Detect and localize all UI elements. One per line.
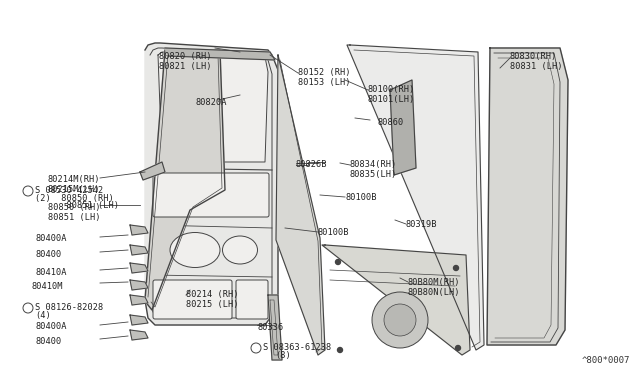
Polygon shape <box>158 52 268 162</box>
Circle shape <box>384 304 416 336</box>
Ellipse shape <box>170 232 220 267</box>
Polygon shape <box>347 45 484 350</box>
Text: 80400: 80400 <box>36 250 62 259</box>
Circle shape <box>335 260 340 264</box>
Text: 80100B: 80100B <box>318 228 349 237</box>
Polygon shape <box>390 80 416 175</box>
Text: 80100B: 80100B <box>345 193 376 202</box>
Text: 80820 (RH)
80821 (LH): 80820 (RH) 80821 (LH) <box>159 52 211 71</box>
Text: S 08126-82028: S 08126-82028 <box>35 303 103 312</box>
FancyBboxPatch shape <box>153 280 232 319</box>
Text: 80820A: 80820A <box>196 98 227 107</box>
FancyBboxPatch shape <box>236 280 268 319</box>
FancyBboxPatch shape <box>153 173 269 217</box>
Text: ^800*0007: ^800*0007 <box>582 356 630 365</box>
Polygon shape <box>130 330 148 340</box>
Text: 80319B: 80319B <box>406 220 438 229</box>
Text: 80410A: 80410A <box>36 268 67 277</box>
Text: (4): (4) <box>35 311 51 320</box>
Polygon shape <box>487 48 568 345</box>
Circle shape <box>454 266 458 270</box>
Text: 80851 (LH): 80851 (LH) <box>35 201 119 210</box>
Polygon shape <box>130 245 148 255</box>
Ellipse shape <box>223 236 257 264</box>
Polygon shape <box>165 48 275 60</box>
Text: 80100(RH)
80101(LH): 80100(RH) 80101(LH) <box>368 85 415 105</box>
Text: 80850 (RH)
80851 (LH): 80850 (RH) 80851 (LH) <box>48 203 100 222</box>
Text: 80400A: 80400A <box>36 234 67 243</box>
Polygon shape <box>276 55 325 355</box>
Text: 80214 (RH)
80215 (LH): 80214 (RH) 80215 (LH) <box>186 290 239 310</box>
Text: 80214M(RH)
80215M(LH): 80214M(RH) 80215M(LH) <box>48 175 100 195</box>
Polygon shape <box>130 295 148 305</box>
Circle shape <box>337 347 342 353</box>
Text: 80B80M(RH)
80B80N(LH): 80B80M(RH) 80B80N(LH) <box>408 278 461 297</box>
Text: 80826B: 80826B <box>296 160 328 169</box>
Text: 80830(RH)
80831 (LH): 80830(RH) 80831 (LH) <box>510 52 563 71</box>
Circle shape <box>456 346 461 350</box>
Text: 80410M: 80410M <box>32 282 63 291</box>
Polygon shape <box>145 50 225 310</box>
Polygon shape <box>130 280 148 290</box>
Polygon shape <box>130 315 148 325</box>
Text: 80400: 80400 <box>36 337 62 346</box>
Text: 80336: 80336 <box>257 323 284 332</box>
Polygon shape <box>268 295 282 360</box>
Polygon shape <box>145 43 278 325</box>
Text: 80834(RH)
80835(LH): 80834(RH) 80835(LH) <box>350 160 397 179</box>
Text: 80400A: 80400A <box>36 322 67 331</box>
Polygon shape <box>140 162 165 180</box>
Text: S 08363-61238: S 08363-61238 <box>263 343 332 352</box>
Text: 80152 (RH)
80153 (LH): 80152 (RH) 80153 (LH) <box>298 68 351 87</box>
Text: (2)  80850 (RH): (2) 80850 (RH) <box>35 194 114 203</box>
Text: S 08530-42542: S 08530-42542 <box>35 186 103 195</box>
Polygon shape <box>322 245 470 355</box>
Polygon shape <box>130 225 148 235</box>
Text: 80860: 80860 <box>378 118 404 127</box>
Polygon shape <box>130 263 148 273</box>
Circle shape <box>372 292 428 348</box>
Text: (8): (8) <box>275 351 291 360</box>
